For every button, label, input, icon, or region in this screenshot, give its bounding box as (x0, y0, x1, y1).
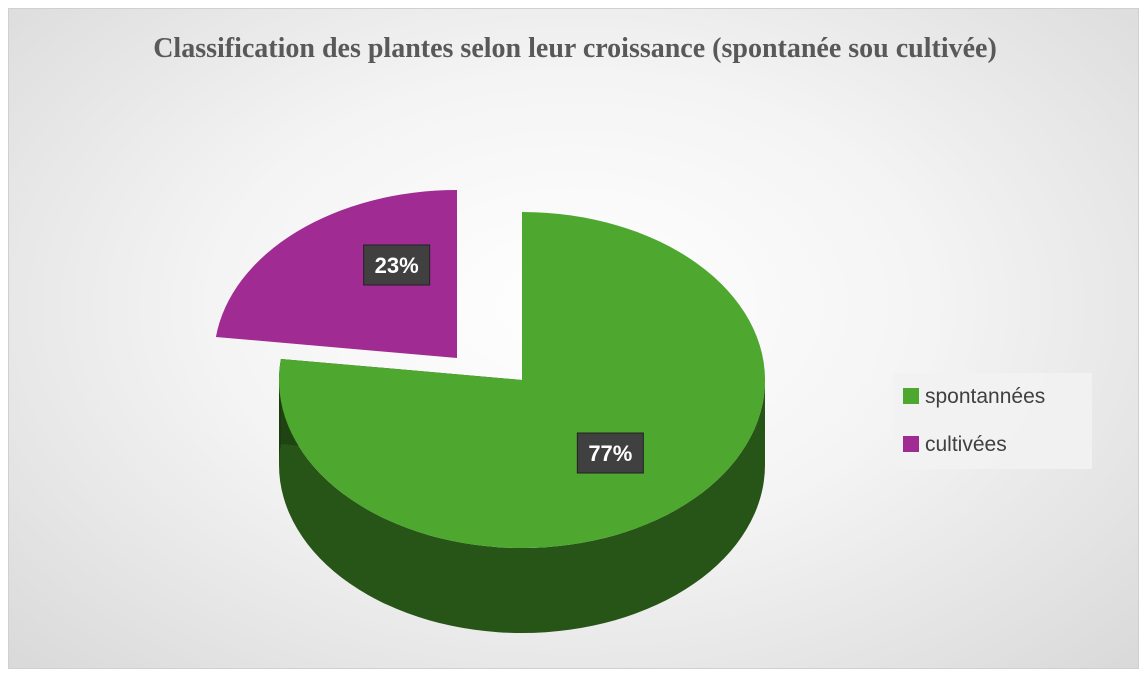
chart-title: Classification des plantes selon leur cr… (153, 33, 997, 64)
legend-label: spontannées (925, 385, 1045, 408)
slice-top (215, 190, 457, 358)
legend-label: cultivées (925, 433, 1007, 456)
data-label-box (363, 244, 431, 286)
slice (215, 190, 457, 358)
data-label: 77% (588, 441, 632, 466)
legend-box (894, 373, 1092, 469)
data-label-box (576, 432, 644, 474)
slice-side (279, 380, 765, 633)
legend-swatch (903, 436, 919, 452)
legend-swatch (903, 388, 919, 404)
data-label: 23% (375, 253, 419, 278)
